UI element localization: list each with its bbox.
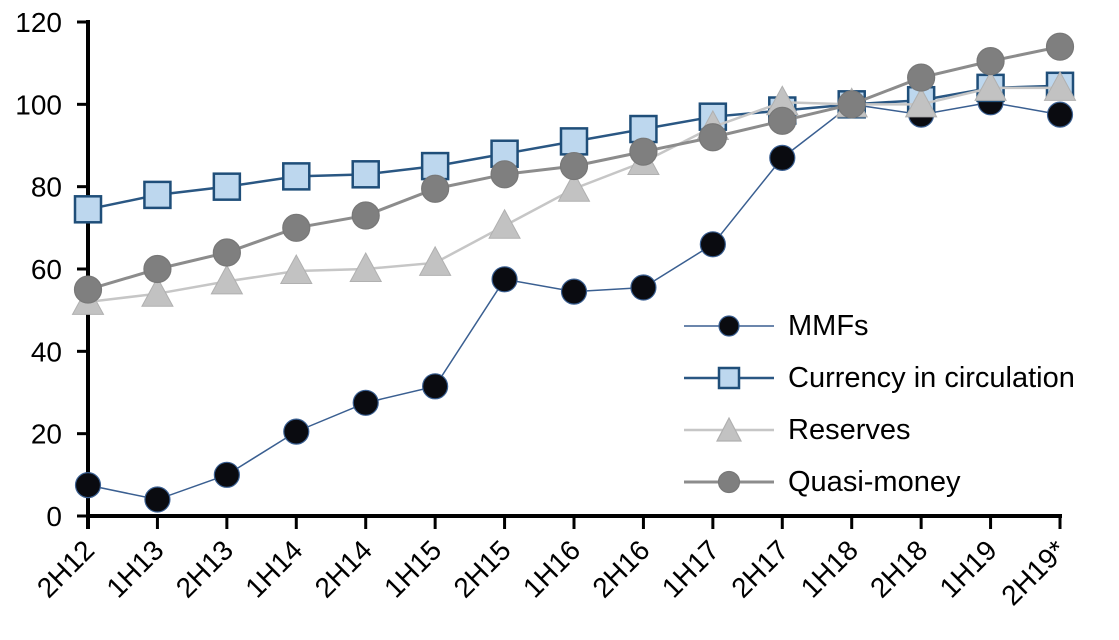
x-axis-label: 1H13 bbox=[100, 534, 169, 603]
data-point-currency-in-circulation bbox=[490, 139, 519, 168]
y-axis-label: 60 bbox=[31, 254, 62, 285]
data-point-reserves bbox=[1043, 70, 1077, 101]
data-point-quasi-money bbox=[282, 213, 311, 242]
data-point-mmfs bbox=[283, 418, 310, 445]
y-axis-label: 120 bbox=[15, 7, 62, 38]
data-point-quasi-money bbox=[837, 90, 866, 119]
y-axis-label: 0 bbox=[46, 501, 62, 532]
data-point-mmfs bbox=[769, 144, 796, 171]
legend-item-quasi-money: Quasi-money bbox=[683, 456, 1075, 508]
x-axis-label: 1H15 bbox=[378, 534, 447, 603]
x-axis-label: 2H13 bbox=[170, 534, 239, 603]
data-point-currency-in-circulation bbox=[73, 195, 103, 224]
data-point-reserves bbox=[557, 171, 591, 202]
x-axis-label: 2H12 bbox=[31, 534, 100, 603]
data-point-mmfs bbox=[213, 461, 240, 488]
data-point-quasi-money bbox=[698, 123, 727, 152]
x-axis-label: 1H18 bbox=[795, 534, 864, 603]
y-axis-label: 80 bbox=[31, 172, 62, 203]
x-axis-label: 1H17 bbox=[656, 534, 725, 603]
legend-label: MMFs bbox=[788, 309, 869, 342]
legend-item-reserves: Reserves bbox=[683, 404, 1075, 456]
legend-item-currency: Currency in circulation bbox=[683, 352, 1075, 404]
data-point-mmfs bbox=[699, 231, 726, 258]
data-point-mmfs bbox=[422, 373, 449, 400]
data-point-quasi-money bbox=[768, 106, 797, 135]
data-point-currency-in-circulation bbox=[559, 127, 589, 156]
x-axis-label: 2H15 bbox=[448, 534, 517, 603]
data-point-quasi-money bbox=[421, 174, 450, 203]
data-point-reserves bbox=[418, 245, 452, 276]
data-point-reserves bbox=[210, 264, 244, 295]
data-point-reserves bbox=[279, 254, 313, 285]
data-point-reserves bbox=[141, 276, 174, 307]
data-point-currency-in-circulation bbox=[351, 160, 380, 189]
data-point-quasi-money bbox=[73, 275, 103, 304]
data-point-mmfs bbox=[144, 486, 171, 513]
data-point-reserves bbox=[488, 208, 521, 239]
currency-marker-icon bbox=[684, 366, 774, 390]
quasi-money-marker-icon bbox=[684, 470, 774, 494]
data-point-currency-in-circulation bbox=[282, 162, 311, 191]
reserves-marker-icon bbox=[684, 416, 774, 442]
data-point-reserves bbox=[974, 70, 1007, 101]
data-point-quasi-money bbox=[143, 254, 172, 284]
x-axis-label: 2H16 bbox=[586, 534, 655, 603]
y-axis-label: 40 bbox=[31, 336, 62, 367]
data-point-reserves bbox=[349, 251, 383, 282]
data-point-quasi-money bbox=[907, 63, 936, 92]
x-axis-label: 1H19 bbox=[934, 534, 1003, 603]
data-point-quasi-money bbox=[490, 160, 519, 189]
legend-label: Currency in circulation bbox=[788, 361, 1075, 394]
data-point-mmfs bbox=[74, 472, 102, 499]
data-point-currency-in-circulation bbox=[212, 172, 242, 201]
legend: MMFs Currency in circulation Reserves Qu… bbox=[683, 300, 1075, 508]
mmfs-marker-icon bbox=[684, 315, 774, 337]
data-point-mmfs bbox=[630, 274, 657, 301]
data-point-mmfs bbox=[352, 389, 379, 416]
data-point-quasi-money bbox=[976, 47, 1005, 76]
data-point-quasi-money bbox=[629, 137, 658, 166]
legend-label: Reserves bbox=[788, 413, 911, 446]
x-axis-label: 2H17 bbox=[725, 534, 794, 603]
data-point-quasi-money bbox=[212, 238, 241, 267]
y-axis-label: 100 bbox=[15, 89, 62, 120]
x-axis-label: 1H16 bbox=[517, 534, 586, 603]
data-point-currency-in-circulation bbox=[143, 180, 172, 210]
data-point-mmfs bbox=[1046, 101, 1074, 128]
data-point-quasi-money bbox=[559, 151, 589, 181]
y-axis-label: 20 bbox=[31, 419, 62, 450]
data-point-mmfs bbox=[491, 266, 518, 293]
legend-item-mmfs: MMFs bbox=[683, 300, 1075, 352]
data-point-mmfs bbox=[560, 278, 588, 305]
x-axis-label: 2H14 bbox=[309, 534, 378, 603]
data-point-reserves bbox=[904, 87, 938, 118]
x-axis-label: 1H14 bbox=[239, 534, 308, 603]
data-point-quasi-money bbox=[1045, 32, 1075, 61]
legend-label: Quasi-money bbox=[788, 465, 961, 498]
x-axis-label: 2H19* bbox=[995, 534, 1072, 611]
data-point-quasi-money bbox=[351, 201, 380, 230]
x-axis-label: 2H18 bbox=[864, 534, 933, 603]
